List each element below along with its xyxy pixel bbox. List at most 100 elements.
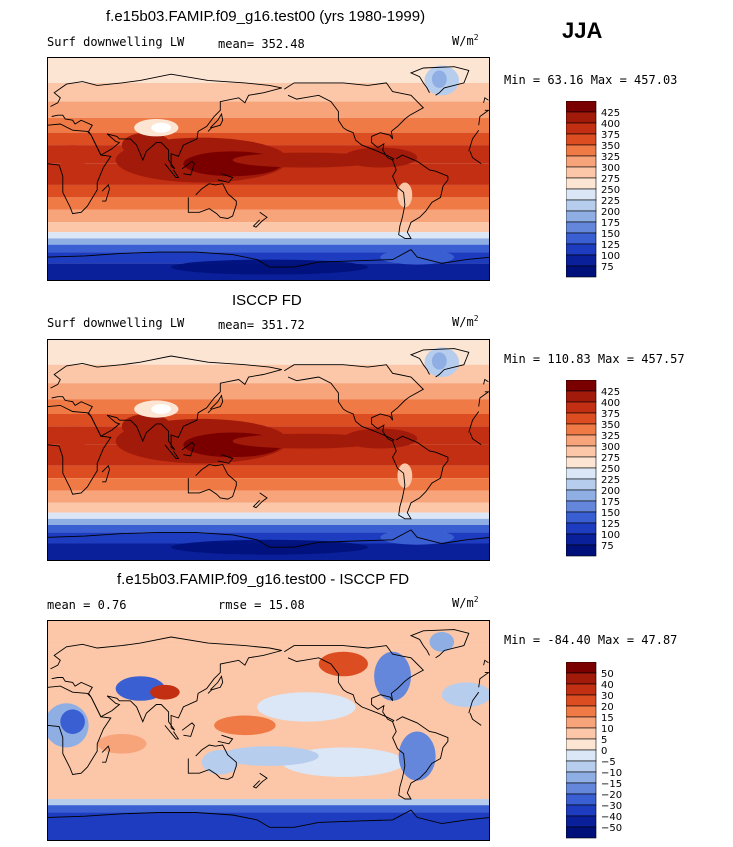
color-bar-tick-label: 75 xyxy=(601,541,614,552)
color-bar-tick-label: 350 xyxy=(601,141,620,152)
color-bar-tick-label: 375 xyxy=(601,409,620,420)
color-bar-swatch xyxy=(566,705,597,718)
color-bar-swatch xyxy=(566,199,597,212)
color-bar-swatch xyxy=(566,826,597,839)
coastline xyxy=(483,659,489,666)
coastline xyxy=(164,725,180,740)
coastline xyxy=(101,464,110,483)
coastline xyxy=(48,529,489,548)
color-bar-tick-label: −15 xyxy=(601,779,622,790)
color-bar-swatch xyxy=(566,727,597,740)
units-label: W/m2 xyxy=(452,314,479,329)
color-bar-swatch xyxy=(566,738,597,751)
color-bar-swatch xyxy=(566,500,597,513)
coastline xyxy=(483,378,489,385)
coastline xyxy=(101,745,110,763)
color-bar-tick-label: 30 xyxy=(601,691,614,702)
coastline xyxy=(409,629,470,659)
color-bar-tick-label: 250 xyxy=(601,464,620,475)
coastline xyxy=(48,685,482,775)
coastline xyxy=(217,734,234,745)
color-bar-tick-label: 100 xyxy=(601,251,620,262)
color-bar-swatch xyxy=(566,771,597,784)
color-bar-tick-label: 40 xyxy=(601,680,614,691)
coastline xyxy=(284,645,425,723)
color-bar-swatch xyxy=(566,101,597,113)
coastline xyxy=(284,82,425,161)
color-bar: 4254003753503253002752502252001751501251… xyxy=(566,101,620,278)
color-bar-swatch xyxy=(566,760,597,773)
color-bar-swatch xyxy=(566,188,597,201)
coastline xyxy=(409,348,470,378)
color-bar-tick-label: 50 xyxy=(601,669,614,680)
coastline xyxy=(392,154,449,239)
color-bar-tick-label: 375 xyxy=(601,130,620,141)
color-bar-swatch xyxy=(566,815,597,828)
contour-map xyxy=(47,57,490,281)
color-bar-swatch xyxy=(566,694,597,707)
color-bar-tick-label: 0 xyxy=(601,746,607,757)
coastline xyxy=(207,675,224,694)
coastline xyxy=(217,173,234,183)
color-bar-tick-label: 15 xyxy=(601,713,614,724)
color-bar-swatch xyxy=(566,166,597,179)
mean-value: mean = 0.76 xyxy=(47,598,127,612)
color-bar-swatch xyxy=(566,401,597,414)
color-bar-swatch xyxy=(566,111,597,124)
min-max-label: Min = 110.83 Max = 457.57 xyxy=(504,352,685,366)
color-bar-tick-label: −20 xyxy=(601,790,622,801)
min-max-label: Min = -84.40 Max = 47.87 xyxy=(504,633,678,647)
units-label: W/m2 xyxy=(452,33,479,48)
color-bar-swatch xyxy=(566,662,597,674)
color-bar-tick-label: 300 xyxy=(601,442,620,453)
color-bar-swatch xyxy=(566,533,597,546)
color-bar-swatch xyxy=(566,804,597,817)
units-label: W/m2 xyxy=(452,595,479,610)
color-bar-tick-label: 400 xyxy=(601,119,620,130)
color-bar-swatch xyxy=(566,380,597,392)
color-bar-swatch xyxy=(566,133,597,146)
color-bar-swatch xyxy=(566,511,597,524)
color-bar-tick-label: 225 xyxy=(601,196,620,207)
panel-title: f.e15b03.FAMIP.f09_g16.test00 - ISCCP FD xyxy=(117,571,410,588)
coastline xyxy=(483,97,489,103)
color-bar-tick-label: 200 xyxy=(601,486,620,497)
coastline xyxy=(48,123,482,215)
color-bar-tick-label: 325 xyxy=(601,152,620,163)
color-bar-tick-label: 400 xyxy=(601,398,620,409)
coastline xyxy=(48,809,489,828)
coastline xyxy=(164,163,180,178)
coastline xyxy=(252,492,268,509)
coastline xyxy=(392,716,449,800)
color-bar: 4254003753503253002752502252001751501251… xyxy=(566,380,620,557)
color-bar-tick-label: −5 xyxy=(601,757,616,768)
color-bar-swatch xyxy=(566,390,597,403)
coastline xyxy=(284,364,425,442)
color-bar-tick-label: 5 xyxy=(601,735,607,746)
color-bar-swatch xyxy=(566,254,597,267)
color-bar-swatch xyxy=(566,683,597,696)
mean-value: mean= 351.72 xyxy=(218,318,305,332)
color-bar-swatch xyxy=(566,672,597,685)
color-bar-tick-label: 425 xyxy=(601,108,620,119)
color-bar-swatch xyxy=(566,243,597,256)
field-label: Surf downwelling LW xyxy=(47,316,185,330)
color-bar-tick-label: 20 xyxy=(601,702,614,713)
color-bar-tick-label: 250 xyxy=(601,185,620,196)
color-bar-swatch xyxy=(566,793,597,806)
color-bar-tick-label: 75 xyxy=(601,262,614,273)
contour-map xyxy=(47,339,490,561)
color-bar-swatch xyxy=(566,544,597,557)
color-bar-swatch xyxy=(566,445,597,458)
min-max-label: Min = 63.16 Max = 457.03 xyxy=(504,73,678,87)
coastline xyxy=(392,435,449,520)
coastline xyxy=(409,66,470,96)
color-bar-tick-label: 300 xyxy=(601,163,620,174)
color-bar-swatch xyxy=(566,749,597,762)
color-bar-tick-label: 10 xyxy=(601,724,614,735)
color-bar-swatch xyxy=(566,489,597,502)
coastline xyxy=(101,184,110,202)
color-bar-swatch xyxy=(566,155,597,168)
map-field xyxy=(48,340,489,560)
